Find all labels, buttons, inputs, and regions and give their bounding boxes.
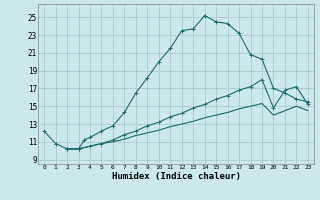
X-axis label: Humidex (Indice chaleur): Humidex (Indice chaleur): [111, 172, 241, 181]
